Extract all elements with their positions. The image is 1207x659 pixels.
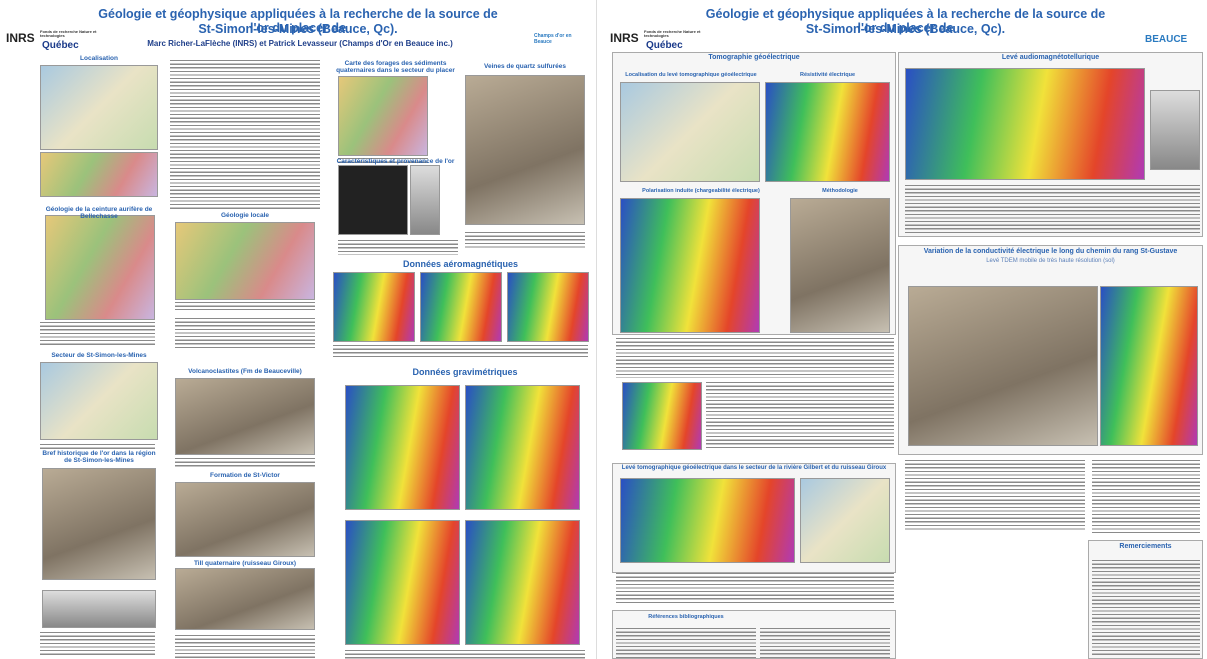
body-text xyxy=(616,338,894,378)
poster-title: St-Simon-les-Mines (Beauce, Qc). xyxy=(805,22,1006,36)
body-text xyxy=(345,650,585,659)
section-heading: Veines de quartz sulfurées xyxy=(483,63,566,70)
section-heading: Levé TDEM mobile de très haute résolutio… xyxy=(986,258,1115,264)
section-heading: Till quaternaire (ruisseau Giroux) xyxy=(193,560,297,567)
body-text xyxy=(706,382,894,450)
body-text xyxy=(616,628,756,658)
poster-title: Géologie et géophysique appliquées à la … xyxy=(705,7,1106,35)
figure xyxy=(333,272,415,342)
section-heading: Formation de St-Victor xyxy=(210,472,280,479)
figure xyxy=(420,272,502,342)
body-text xyxy=(338,158,428,164)
section-heading: Secteur de St-Simon-les-Mines xyxy=(51,352,147,359)
figure xyxy=(175,378,315,455)
figure xyxy=(345,385,460,510)
figure xyxy=(175,482,315,557)
body-text xyxy=(175,635,315,659)
logo-partner: BEAUCE xyxy=(1145,34,1188,45)
section-heading: Carte des forages des sédiments quaterna… xyxy=(336,60,455,75)
figure xyxy=(765,82,890,182)
section-heading: Résistivité électrique xyxy=(799,72,856,78)
section-heading: Levé audiomagnétotellurique xyxy=(1001,54,1100,61)
body-text xyxy=(1092,560,1200,655)
poster-title: St-Simon-les-Mines (Beauce, Qc). xyxy=(198,22,398,36)
section-heading: Polarisation induite (chargeabilité élec… xyxy=(642,188,760,194)
figure xyxy=(338,165,408,235)
figure xyxy=(40,362,158,440)
figure xyxy=(622,382,702,450)
body-text xyxy=(40,322,155,347)
body-text xyxy=(175,302,315,310)
figure xyxy=(175,222,315,300)
section-heading: Géologie de la ceinture aurifère de Bell… xyxy=(45,206,153,221)
body-text xyxy=(175,318,315,348)
section-heading: Localisation du levé tomographique géoél… xyxy=(625,72,757,78)
figure xyxy=(620,478,795,563)
section-heading: Tomographie géoélectrique xyxy=(708,54,800,61)
body-text xyxy=(465,232,585,248)
section-heading: Localisation xyxy=(80,55,118,62)
figure xyxy=(790,198,890,333)
section-heading: Variation de la conductivité électrique … xyxy=(923,248,1178,255)
section-heading: Levé tomographique géoélectrique dans le… xyxy=(621,465,887,471)
logo-gov: Québec xyxy=(42,40,79,51)
figure xyxy=(905,68,1145,180)
figure xyxy=(1150,90,1200,170)
body-text xyxy=(175,458,315,468)
section-heading: Méthodologie xyxy=(822,188,858,194)
logo-fund: Fonds de recherche Nature et technologie… xyxy=(40,29,97,39)
figure xyxy=(345,520,460,645)
figure xyxy=(465,75,585,225)
section-heading: Données gravimétriques xyxy=(412,367,518,377)
logo-inst: INRS xyxy=(6,31,35,45)
logo-gov: Québec xyxy=(646,40,683,51)
figure xyxy=(175,568,315,630)
logo-partner: Champs d'or en Beauce xyxy=(534,33,572,45)
figure xyxy=(42,590,156,628)
logo-inst: INRS xyxy=(610,31,639,45)
figure xyxy=(620,198,760,333)
body-text xyxy=(905,460,1085,530)
section-heading: Géologie locale xyxy=(220,212,270,219)
poster-title: Géologie et géophysique appliquées à la … xyxy=(98,7,498,35)
section-heading: Références bibliographiques xyxy=(648,614,724,620)
body-text xyxy=(40,632,155,656)
figure xyxy=(410,165,440,235)
section-heading: Volcanoclastites (Fm de Beauceville) xyxy=(188,368,302,375)
section-heading: Données aéromagnétiques xyxy=(402,259,519,269)
body-text xyxy=(40,444,155,450)
figure xyxy=(800,478,890,563)
figure xyxy=(620,82,760,182)
authors: Marc Richer-LaFlèche (INRS) et Patrick L… xyxy=(147,39,453,48)
figure xyxy=(465,385,580,510)
section-heading: Bref historique de l'or dans la région d… xyxy=(42,450,156,465)
figure xyxy=(338,76,428,156)
figure xyxy=(1100,286,1198,446)
logo-fund: Fonds de recherche Nature et technologie… xyxy=(644,29,701,39)
figure xyxy=(908,286,1098,446)
section-heading: Remerciements xyxy=(1119,543,1172,550)
body-text xyxy=(170,60,320,210)
figure xyxy=(507,272,589,342)
figure xyxy=(42,468,156,580)
section-heading: Caractéristiques et provenance de l'or xyxy=(336,158,455,165)
body-text xyxy=(905,185,1200,233)
body-text xyxy=(1092,460,1200,535)
body-text xyxy=(338,240,458,255)
figure xyxy=(465,520,580,645)
figure xyxy=(45,215,155,320)
figure xyxy=(40,65,158,150)
body-text xyxy=(333,345,588,359)
body-text xyxy=(616,573,894,605)
body-text xyxy=(760,628,890,658)
figure xyxy=(40,152,158,197)
